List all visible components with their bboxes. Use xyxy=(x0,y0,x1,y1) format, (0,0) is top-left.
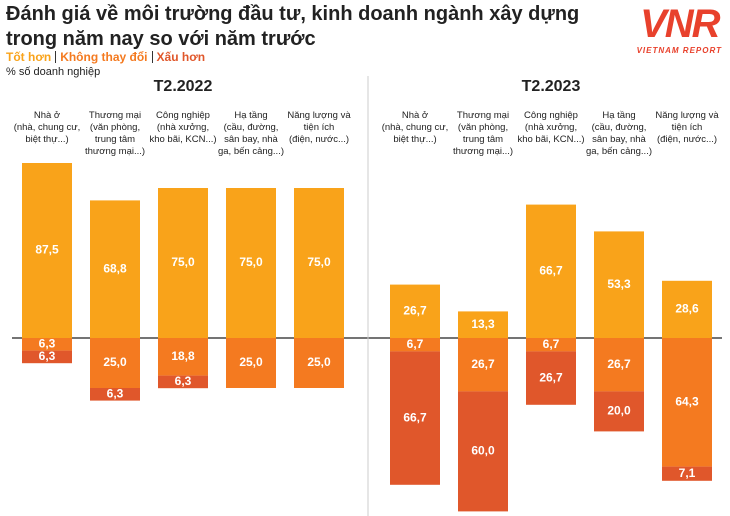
category-label: Nhà ở (nhà, chung cư, biệt thự...) xyxy=(13,110,81,145)
value-label: 6,7 xyxy=(543,337,560,351)
bar-segment xyxy=(594,231,644,338)
logo-text: VIETNAM REPORT xyxy=(636,46,722,55)
category-label: Công nghiệp (nhà xưởng, kho bãi, KCN...) xyxy=(517,110,585,145)
value-label: 6,3 xyxy=(39,336,56,350)
bar-segment xyxy=(594,338,644,392)
value-label: 68,8 xyxy=(103,261,127,275)
logo-mark: VNR xyxy=(640,2,720,46)
bar-segment xyxy=(22,338,72,351)
bar-segment xyxy=(158,338,208,376)
bar-segment xyxy=(458,391,508,512)
bar-segment xyxy=(158,188,208,338)
category-label: Công nghiệp (nhà xưởng, kho bãi, KCN...) xyxy=(149,110,217,145)
bar-segment xyxy=(662,280,712,338)
value-label: 25,0 xyxy=(103,355,127,369)
bar-segment xyxy=(390,351,440,485)
bar-segment xyxy=(22,350,72,364)
bar-segment xyxy=(294,338,344,388)
bar-segment xyxy=(662,338,712,467)
category-label: Năng lượng và tiện ích (điện, nước...) xyxy=(655,110,719,145)
bar-segment xyxy=(662,466,712,481)
legend-entry: Tốt hơn xyxy=(6,50,52,64)
value-label: 25,0 xyxy=(239,355,263,369)
value-label: 26,7 xyxy=(403,303,427,317)
bar-segment xyxy=(390,338,440,352)
value-label: 13,3 xyxy=(471,317,495,331)
value-label: 75,0 xyxy=(239,255,263,269)
logo: VNR VIETNAM REPORT xyxy=(637,2,722,55)
unit-label: % số doanh nghiệp xyxy=(6,66,101,78)
chart-title: Đánh giá về môi trường đầu tư, kinh doan… xyxy=(6,3,580,50)
bar-segment xyxy=(158,375,208,389)
bar-segment xyxy=(458,338,508,392)
bar-segment xyxy=(526,351,576,405)
value-label: 6,7 xyxy=(407,337,424,351)
bar-segment xyxy=(226,188,276,338)
value-label: 26,7 xyxy=(471,357,495,371)
bar-segment xyxy=(90,388,140,401)
bar-segment xyxy=(90,200,140,338)
category-label: Thương mại (văn phòng, trung tâm thương … xyxy=(452,110,514,157)
category-label: Nhà ở (nhà, chung cư, biệt thự...) xyxy=(381,110,449,145)
value-label: 64,3 xyxy=(675,394,699,408)
bar-segment xyxy=(90,338,140,388)
value-label: 20,0 xyxy=(607,404,631,418)
value-label: 6,3 xyxy=(39,349,56,363)
bar-segment xyxy=(226,338,276,388)
bar-segment xyxy=(458,311,508,338)
value-label: 18,8 xyxy=(171,349,195,363)
value-label: 25,0 xyxy=(307,355,331,369)
bar-segment xyxy=(526,338,576,352)
bar-segment xyxy=(294,188,344,338)
value-label: 75,0 xyxy=(307,255,331,269)
legend-entry: Không thay đổi xyxy=(55,51,151,63)
facet-title: T2.2023 xyxy=(521,78,581,95)
value-label: 87,5 xyxy=(35,243,59,257)
category-label: Thương mại (văn phòng, trung tâm thương … xyxy=(84,110,146,157)
facet-title: T2.2022 xyxy=(153,78,213,95)
value-label: 26,7 xyxy=(539,370,563,384)
value-label: 66,7 xyxy=(539,263,563,277)
value-label: 6,3 xyxy=(107,386,124,400)
legend: Tốt hơn Không thay đổi Xấu hơn xyxy=(6,51,209,63)
bar-segment xyxy=(594,391,644,432)
legend-entry: Xấu hơn xyxy=(151,51,210,63)
category-label: Hạ tầng (cầu, đường, sân bay, nhà ga, bế… xyxy=(585,110,653,157)
value-label: 75,0 xyxy=(171,255,195,269)
value-label: 60,0 xyxy=(471,444,495,458)
value-label: 66,7 xyxy=(403,410,427,424)
value-label: 6,3 xyxy=(175,374,192,388)
value-label: 26,7 xyxy=(607,357,631,371)
value-label: 53,3 xyxy=(607,277,631,291)
value-label: 28,6 xyxy=(675,302,699,316)
category-label: Hạ tầng (cầu, đường, sân bay, nhà ga, bế… xyxy=(217,110,285,157)
bar-segment xyxy=(526,204,576,338)
category-label: Năng lượng và tiện ích (điện, nước...) xyxy=(287,110,351,145)
bar-segment xyxy=(22,163,72,338)
value-label: 7,1 xyxy=(679,466,696,480)
bar-segment xyxy=(390,284,440,338)
